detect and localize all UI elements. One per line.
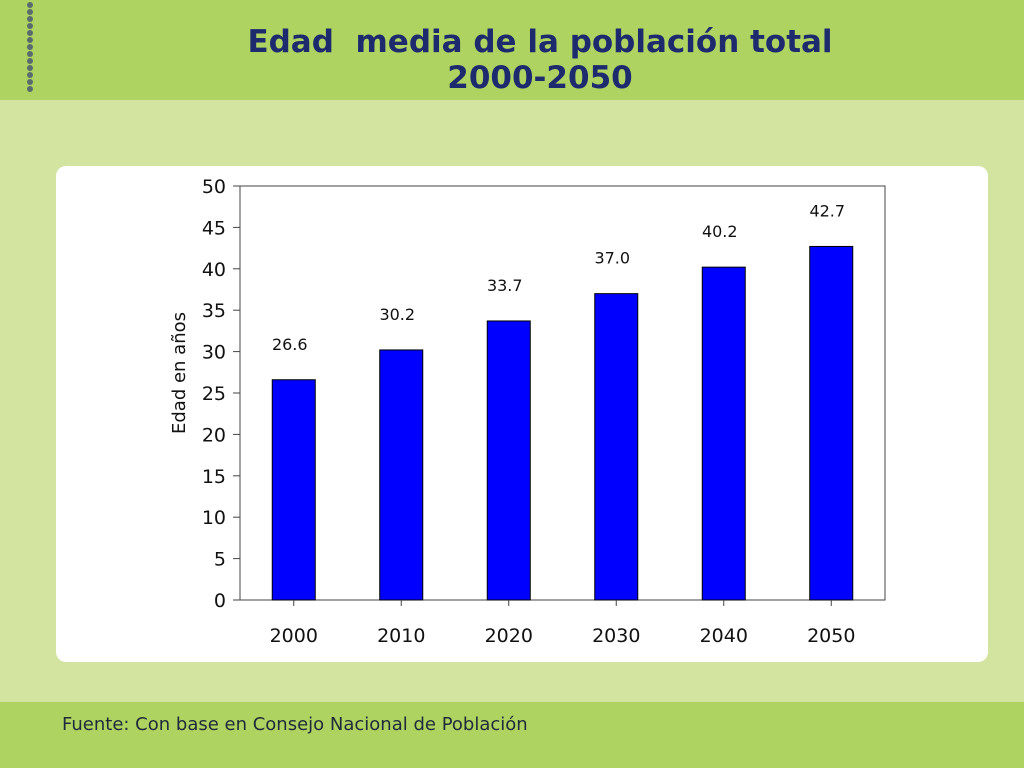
decorative-dot — [27, 65, 33, 71]
y-tick-label: 35 — [202, 300, 226, 322]
decorative-dot — [27, 30, 33, 36]
slide-title: Edad media de la población total 2000-20… — [80, 24, 1000, 96]
x-tick-label: 2030 — [592, 625, 640, 647]
decorative-dot — [27, 44, 33, 50]
y-tick-label: 25 — [202, 383, 226, 405]
y-tick-label: 20 — [202, 424, 226, 446]
x-tick-label: 2020 — [485, 625, 533, 647]
decorative-dot — [27, 2, 33, 8]
plot-frame — [239, 185, 886, 601]
x-tick-label: 2010 — [377, 625, 425, 647]
y-axis-label: Edad en años — [169, 312, 190, 434]
decorative-dot — [27, 79, 33, 85]
decorative-dot — [27, 51, 33, 57]
bar — [701, 266, 746, 601]
y-tick-label: 30 — [202, 342, 226, 364]
decorative-dot — [27, 86, 33, 92]
data-label: 30.2 — [379, 305, 415, 324]
x-tick-label: 2000 — [270, 625, 318, 647]
decorative-dot — [27, 23, 33, 29]
decorative-dot — [27, 72, 33, 78]
decorative-dot — [27, 9, 33, 15]
x-tick-label: 2040 — [700, 625, 748, 647]
y-tick-label: 45 — [202, 217, 226, 239]
chart-panel: 0 5 10 15 20 25 30 35 40 45 50 26.6 2000 30.2 2010 33.7… — [56, 166, 988, 662]
y-tick-label: 50 — [202, 176, 226, 198]
slide-title-line2: 2000-2050 — [447, 60, 633, 96]
bar — [486, 320, 531, 601]
bar — [271, 379, 316, 601]
data-label: 33.7 — [487, 276, 523, 295]
header-band — [0, 0, 1024, 100]
data-label: 42.7 — [809, 201, 845, 220]
bar — [379, 349, 424, 601]
data-label: 37.0 — [594, 249, 630, 268]
y-tick-label: 40 — [202, 259, 226, 281]
bar — [809, 245, 854, 601]
y-tick-label: 0 — [214, 590, 226, 612]
y-tick-label: 15 — [202, 466, 226, 488]
source-note: Fuente: Con base en Consejo Nacional de … — [62, 714, 528, 735]
decorative-dot — [27, 37, 33, 43]
decorative-dots — [23, 0, 37, 92]
y-tick-label: 5 — [214, 549, 226, 571]
decorative-dot — [27, 58, 33, 64]
bar-chart: 0 5 10 15 20 25 30 35 40 45 50 26.6 2000 30.2 2010 33.7… — [169, 176, 886, 647]
x-tick-label: 2050 — [807, 625, 855, 647]
data-label: 26.6 — [272, 335, 308, 354]
footer-band — [0, 702, 1024, 768]
decorative-dot — [27, 16, 33, 22]
bar — [594, 293, 639, 601]
data-label: 40.2 — [702, 222, 738, 241]
slide-title-line1: Edad media de la población total — [247, 24, 833, 60]
y-tick-label: 10 — [202, 507, 226, 529]
